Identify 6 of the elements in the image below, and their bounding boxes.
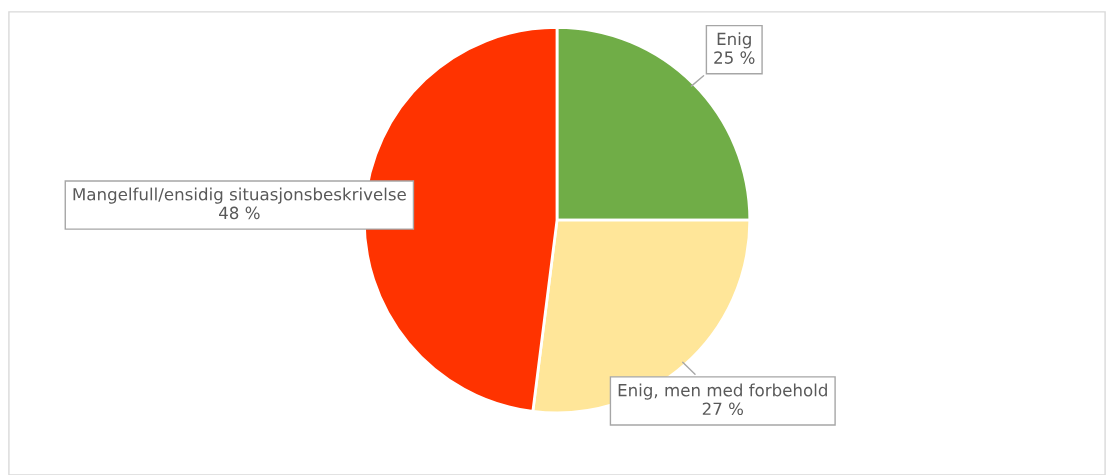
data-label: 48 % [219, 206, 260, 220]
data-label: 27 % [702, 402, 744, 416]
slice-label: Mangelfull/ensidig situasjonsbeskrivelse [73, 187, 406, 204]
slice-label: Enig, men med forbehold [618, 383, 827, 400]
slice-label: Enig [717, 32, 751, 49]
data-label: 25 % [714, 51, 755, 64]
